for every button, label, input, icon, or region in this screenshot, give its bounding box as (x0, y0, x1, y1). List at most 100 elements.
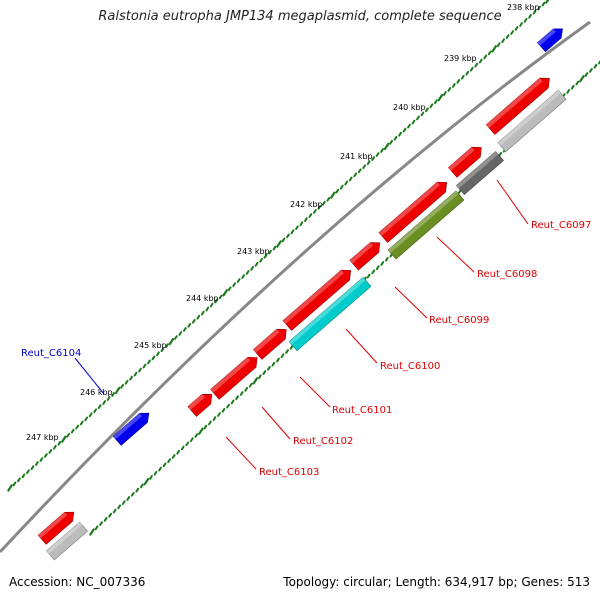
minor-tick (447, 87, 452, 92)
minor-tick (21, 473, 26, 479)
tick-label: 242 kbp (290, 200, 323, 209)
tick-label: 247 kbp (26, 433, 59, 442)
gene-callout[interactable]: Reut_C6101 (299, 376, 392, 416)
minor-tick (121, 500, 126, 505)
minor-tick (375, 265, 380, 270)
minor-tick (496, 42, 501, 48)
minor-tick (111, 392, 115, 397)
backbone-arc (0, 20, 591, 554)
minor-tick (510, 30, 515, 35)
minor-tick (380, 148, 384, 153)
gene-label[interactable]: Reut_C6101 (332, 405, 392, 416)
minor-tick (103, 517, 108, 522)
minor-tick (451, 83, 456, 88)
cds-box[interactable] (288, 276, 372, 352)
gene-reut-c6102[interactable] (252, 328, 287, 360)
accession-label: Accession: NC_007336 (9, 575, 146, 589)
minor-tick (384, 256, 389, 262)
minor-tick (200, 310, 205, 316)
gene-callout[interactable]: Reut_C6099 (394, 286, 489, 326)
gene-reut-c6097[interactable] (485, 77, 550, 135)
gene-reut-c6102b[interactable] (210, 357, 258, 400)
minor-tick (434, 99, 438, 105)
minor-tick (52, 444, 57, 450)
minor-tick (593, 63, 598, 69)
major-tick (330, 191, 336, 199)
minor-tick (456, 78, 461, 84)
gene-reut-c6101[interactable] (282, 269, 352, 331)
minor-tick (575, 80, 580, 86)
gene-label[interactable]: Reut_C6097 (531, 220, 591, 231)
minor-tick (398, 131, 402, 137)
minor-tick (366, 273, 371, 279)
minor-tick (149, 475, 153, 480)
gene-label[interactable]: Reut_C6103 (259, 467, 319, 478)
minor-tick (362, 164, 367, 170)
minor-tick (196, 314, 201, 320)
cds-box[interactable] (387, 190, 465, 260)
minor-tick (402, 127, 407, 133)
minor-tick (393, 135, 398, 141)
minor-tick (212, 416, 217, 422)
minor-tick (66, 432, 71, 438)
minor-tick (285, 349, 289, 354)
minor-tick (221, 407, 226, 413)
major-tick (252, 377, 259, 385)
minor-tick (366, 160, 371, 166)
gene-label[interactable]: Reut_C6099 (429, 315, 489, 326)
minor-tick (259, 257, 263, 263)
cds-box[interactable] (497, 89, 567, 153)
gene-label[interactable]: Reut_C6100 (380, 361, 440, 372)
minor-tick (99, 521, 103, 526)
minor-tick (589, 68, 593, 73)
minor-tick (226, 403, 230, 409)
cds-box[interactable] (456, 150, 504, 196)
minor-tick (185, 441, 190, 447)
minor-tick (326, 196, 331, 202)
minor-tick (138, 367, 142, 373)
minor-tick (248, 382, 253, 388)
gene-reut-c6098[interactable] (447, 146, 482, 178)
tick-label: 246 kbp (80, 388, 113, 397)
gene-label[interactable]: Reut_C6102 (293, 436, 353, 447)
tick-label: 241 kbp (340, 152, 373, 161)
gene-reut-c6099[interactable] (378, 181, 448, 243)
minor-tick (286, 233, 290, 239)
minor-tick (281, 237, 286, 243)
minor-tick (147, 359, 151, 365)
tick-labels: 238 kbp 239 kbp 240 kbp 241 kbp 242 kbp 243 k… (26, 3, 540, 442)
gene-callout[interactable]: Reut_C6104 (21, 348, 105, 395)
minor-tick (483, 54, 488, 60)
major-tick (437, 93, 444, 102)
minor-tick (250, 266, 254, 271)
major-tick (545, 0, 550, 4)
gene-callout[interactable]: Reut_C6097 (496, 179, 591, 231)
cds-box[interactable] (46, 521, 88, 561)
minor-tick (142, 363, 147, 369)
tick-label: 240 kbp (393, 103, 426, 112)
minor-tick (153, 470, 158, 476)
minor-tick (108, 512, 113, 518)
minor-tick (244, 386, 249, 392)
gene-callout[interactable]: Reut_C6100 (345, 328, 440, 372)
reverse-gene[interactable] (537, 28, 563, 53)
gene-callout[interactable]: Reut_C6098 (436, 236, 537, 280)
minor-tick (584, 72, 589, 77)
gene-callout[interactable]: Reut_C6102 (261, 406, 353, 447)
gene-red-lower[interactable] (37, 511, 75, 545)
minor-tick (180, 445, 185, 451)
major-tick (143, 477, 150, 486)
minor-tick (84, 416, 89, 422)
minor-tick (43, 453, 48, 458)
minor-tick (160, 347, 165, 353)
gene-reut-c6103[interactable] (187, 393, 213, 417)
minor-tick (295, 225, 299, 231)
minor-tick (70, 428, 75, 434)
gene-callout[interactable]: Reut_C6103 (225, 436, 319, 478)
gene-label[interactable]: Reut_C6098 (477, 269, 537, 280)
reverse-gene[interactable] (112, 412, 150, 446)
gene-label[interactable]: Reut_C6104 (21, 348, 81, 359)
minor-tick (17, 477, 21, 483)
gene-reut-c6100[interactable] (349, 242, 381, 271)
